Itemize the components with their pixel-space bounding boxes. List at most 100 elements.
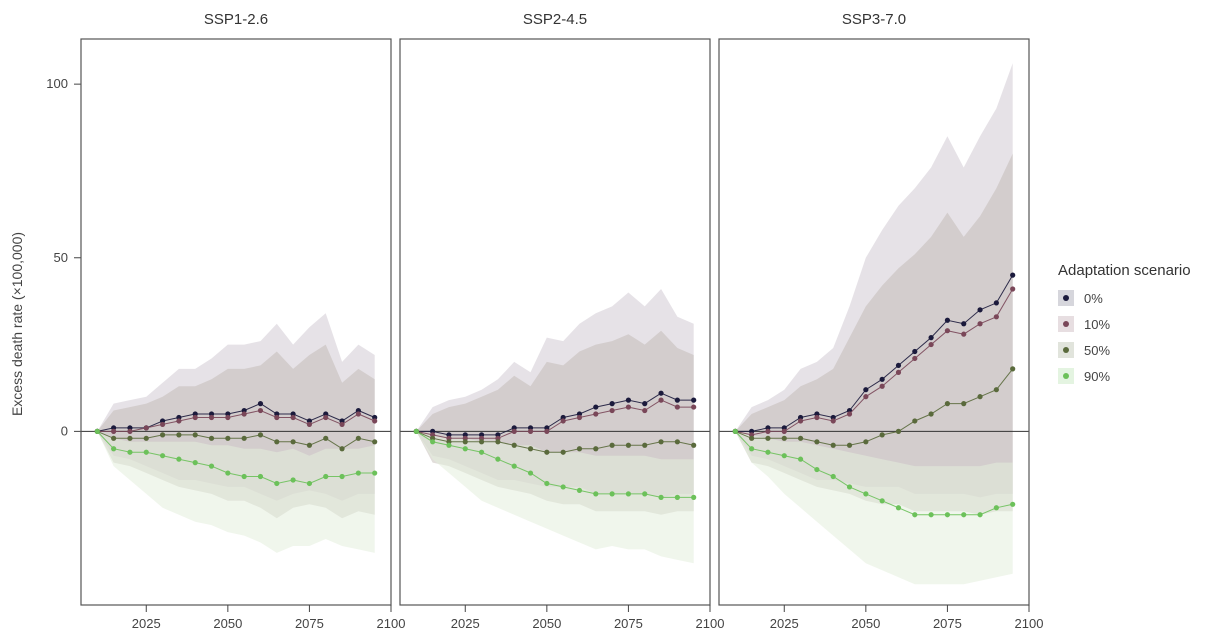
band-2-3 xyxy=(735,431,1013,585)
legend-swatch-2 xyxy=(1058,342,1074,358)
point-1-2-12 xyxy=(609,442,615,448)
point-1-2-4 xyxy=(478,439,485,445)
point-0-2-3 xyxy=(143,435,149,441)
point-1-1-7 xyxy=(527,428,534,434)
point-1-0-15 xyxy=(658,390,664,396)
point-0-1-7 xyxy=(208,414,215,421)
point-0-3-12 xyxy=(290,477,296,483)
y-tick-label-2: 100 xyxy=(46,76,68,91)
point-0-3-5 xyxy=(176,456,182,462)
series-line-1-3 xyxy=(416,430,694,498)
point-2-1-12 xyxy=(928,341,934,348)
legend-swatch-0 xyxy=(1058,290,1074,306)
point-2-3-1 xyxy=(749,446,755,452)
point-0-2-9 xyxy=(241,435,247,441)
point-1-2-3 xyxy=(462,439,468,445)
point-2-1-6 xyxy=(830,418,836,424)
point-0-2-17 xyxy=(372,439,378,445)
point-0-3-11 xyxy=(274,480,280,487)
point-2-0-12 xyxy=(928,335,934,341)
y-axis-label: Excess death rate (×100,000) xyxy=(9,232,25,416)
legend-item-3: 90% xyxy=(1058,363,1191,389)
point-0-2-7 xyxy=(208,435,215,441)
panel-frame-0 xyxy=(80,38,392,606)
x-tick-label-1-2: 2075 xyxy=(614,616,643,631)
legend-swatch-1 xyxy=(1058,316,1074,332)
point-2-1-13 xyxy=(944,328,951,334)
panel-0: SSP1-2.6 2025 2050 2075 2100 xyxy=(80,11,406,631)
series-line-2-0 xyxy=(735,274,1014,432)
point-0-1-12 xyxy=(290,414,296,421)
point-1-2-16 xyxy=(674,439,680,445)
point-2-2-17 xyxy=(1010,366,1016,372)
legend-label-0: 0% xyxy=(1084,290,1103,306)
point-0-2-11 xyxy=(274,439,280,445)
point-1-3-5 xyxy=(495,456,501,462)
point-1-3-10 xyxy=(576,487,583,494)
point-0-3-17 xyxy=(372,470,378,476)
point-0-1-4 xyxy=(159,421,166,428)
point-0-1-13 xyxy=(306,421,313,428)
point-2-1-14 xyxy=(961,331,967,337)
point-0-2-16 xyxy=(355,435,361,441)
point-0-1-10 xyxy=(257,407,264,414)
point-1-2-11 xyxy=(593,446,599,452)
point-2-3-17 xyxy=(1010,501,1016,507)
point-0-2-12 xyxy=(290,439,296,445)
series-line-1-2 xyxy=(416,430,694,453)
point-2-2-6 xyxy=(830,442,836,448)
point-2-3-12 xyxy=(928,512,934,518)
point-0-1-5 xyxy=(176,418,182,424)
point-2-2-5 xyxy=(814,439,820,445)
point-2-3-15 xyxy=(977,512,983,518)
panel-title-0: SSP1-2.6 xyxy=(204,11,268,28)
point-2-0-11 xyxy=(912,348,918,355)
point-0-2-6 xyxy=(192,432,198,438)
point-2-0-14 xyxy=(961,321,967,327)
point-1-1-11 xyxy=(593,411,599,417)
point-1-2-6 xyxy=(511,442,517,448)
point-0-1-2 xyxy=(127,428,133,434)
panel-title-2: SSP3-7.0 xyxy=(842,11,906,28)
legend-item-1: 10% xyxy=(1058,311,1191,337)
point-0-1-9 xyxy=(241,411,247,417)
point-0-1-14 xyxy=(323,414,329,421)
point-2-2-1 xyxy=(749,435,755,441)
x-tick-label-1-0: 2025 xyxy=(451,616,480,631)
x-tick-label-0-2: 2075 xyxy=(295,616,324,631)
point-2-3-3 xyxy=(781,453,787,459)
point-1-3-4 xyxy=(478,449,485,455)
legend-dot-2 xyxy=(1063,347,1069,353)
x-tick-label-2-2: 2075 xyxy=(933,616,962,631)
series-line-2-3 xyxy=(734,431,1013,516)
series-line-1-1 xyxy=(416,399,694,439)
x-tick-label-0-3: 2100 xyxy=(377,616,406,631)
point-0-3-10 xyxy=(257,473,264,480)
point-2-1-10 xyxy=(895,369,902,375)
band-0-3 xyxy=(97,431,375,553)
point-2-2-4 xyxy=(797,435,804,441)
point-2-2-15 xyxy=(977,394,983,400)
legend-label-3: 90% xyxy=(1084,368,1111,384)
point-1-0-17 xyxy=(691,397,697,403)
point-1-2-15 xyxy=(658,439,664,445)
point-0-1-3 xyxy=(143,425,149,431)
point-0-1-1 xyxy=(111,428,117,434)
legend-dot-3 xyxy=(1063,373,1069,379)
panel-title-1: SSP2-4.5 xyxy=(523,11,587,28)
legend-label-2: 50% xyxy=(1084,342,1111,358)
panel-1: SSP2-4.5 2025 2050 2075 2100 xyxy=(399,11,724,631)
panel-plot-1 xyxy=(400,289,710,564)
legend-dot-0 xyxy=(1063,295,1069,301)
point-2-2-10 xyxy=(895,428,902,434)
point-1-3-1 xyxy=(430,439,436,445)
panel-plot-2 xyxy=(719,63,1029,585)
point-2-3-11 xyxy=(912,512,918,518)
point-0-1-6 xyxy=(192,414,198,421)
point-2-1-3 xyxy=(781,428,787,434)
x-tick-label-0-0: 2025 xyxy=(132,616,161,631)
point-1-3-8 xyxy=(544,480,550,487)
point-1-2-8 xyxy=(544,449,550,455)
point-2-1-9 xyxy=(879,383,885,389)
